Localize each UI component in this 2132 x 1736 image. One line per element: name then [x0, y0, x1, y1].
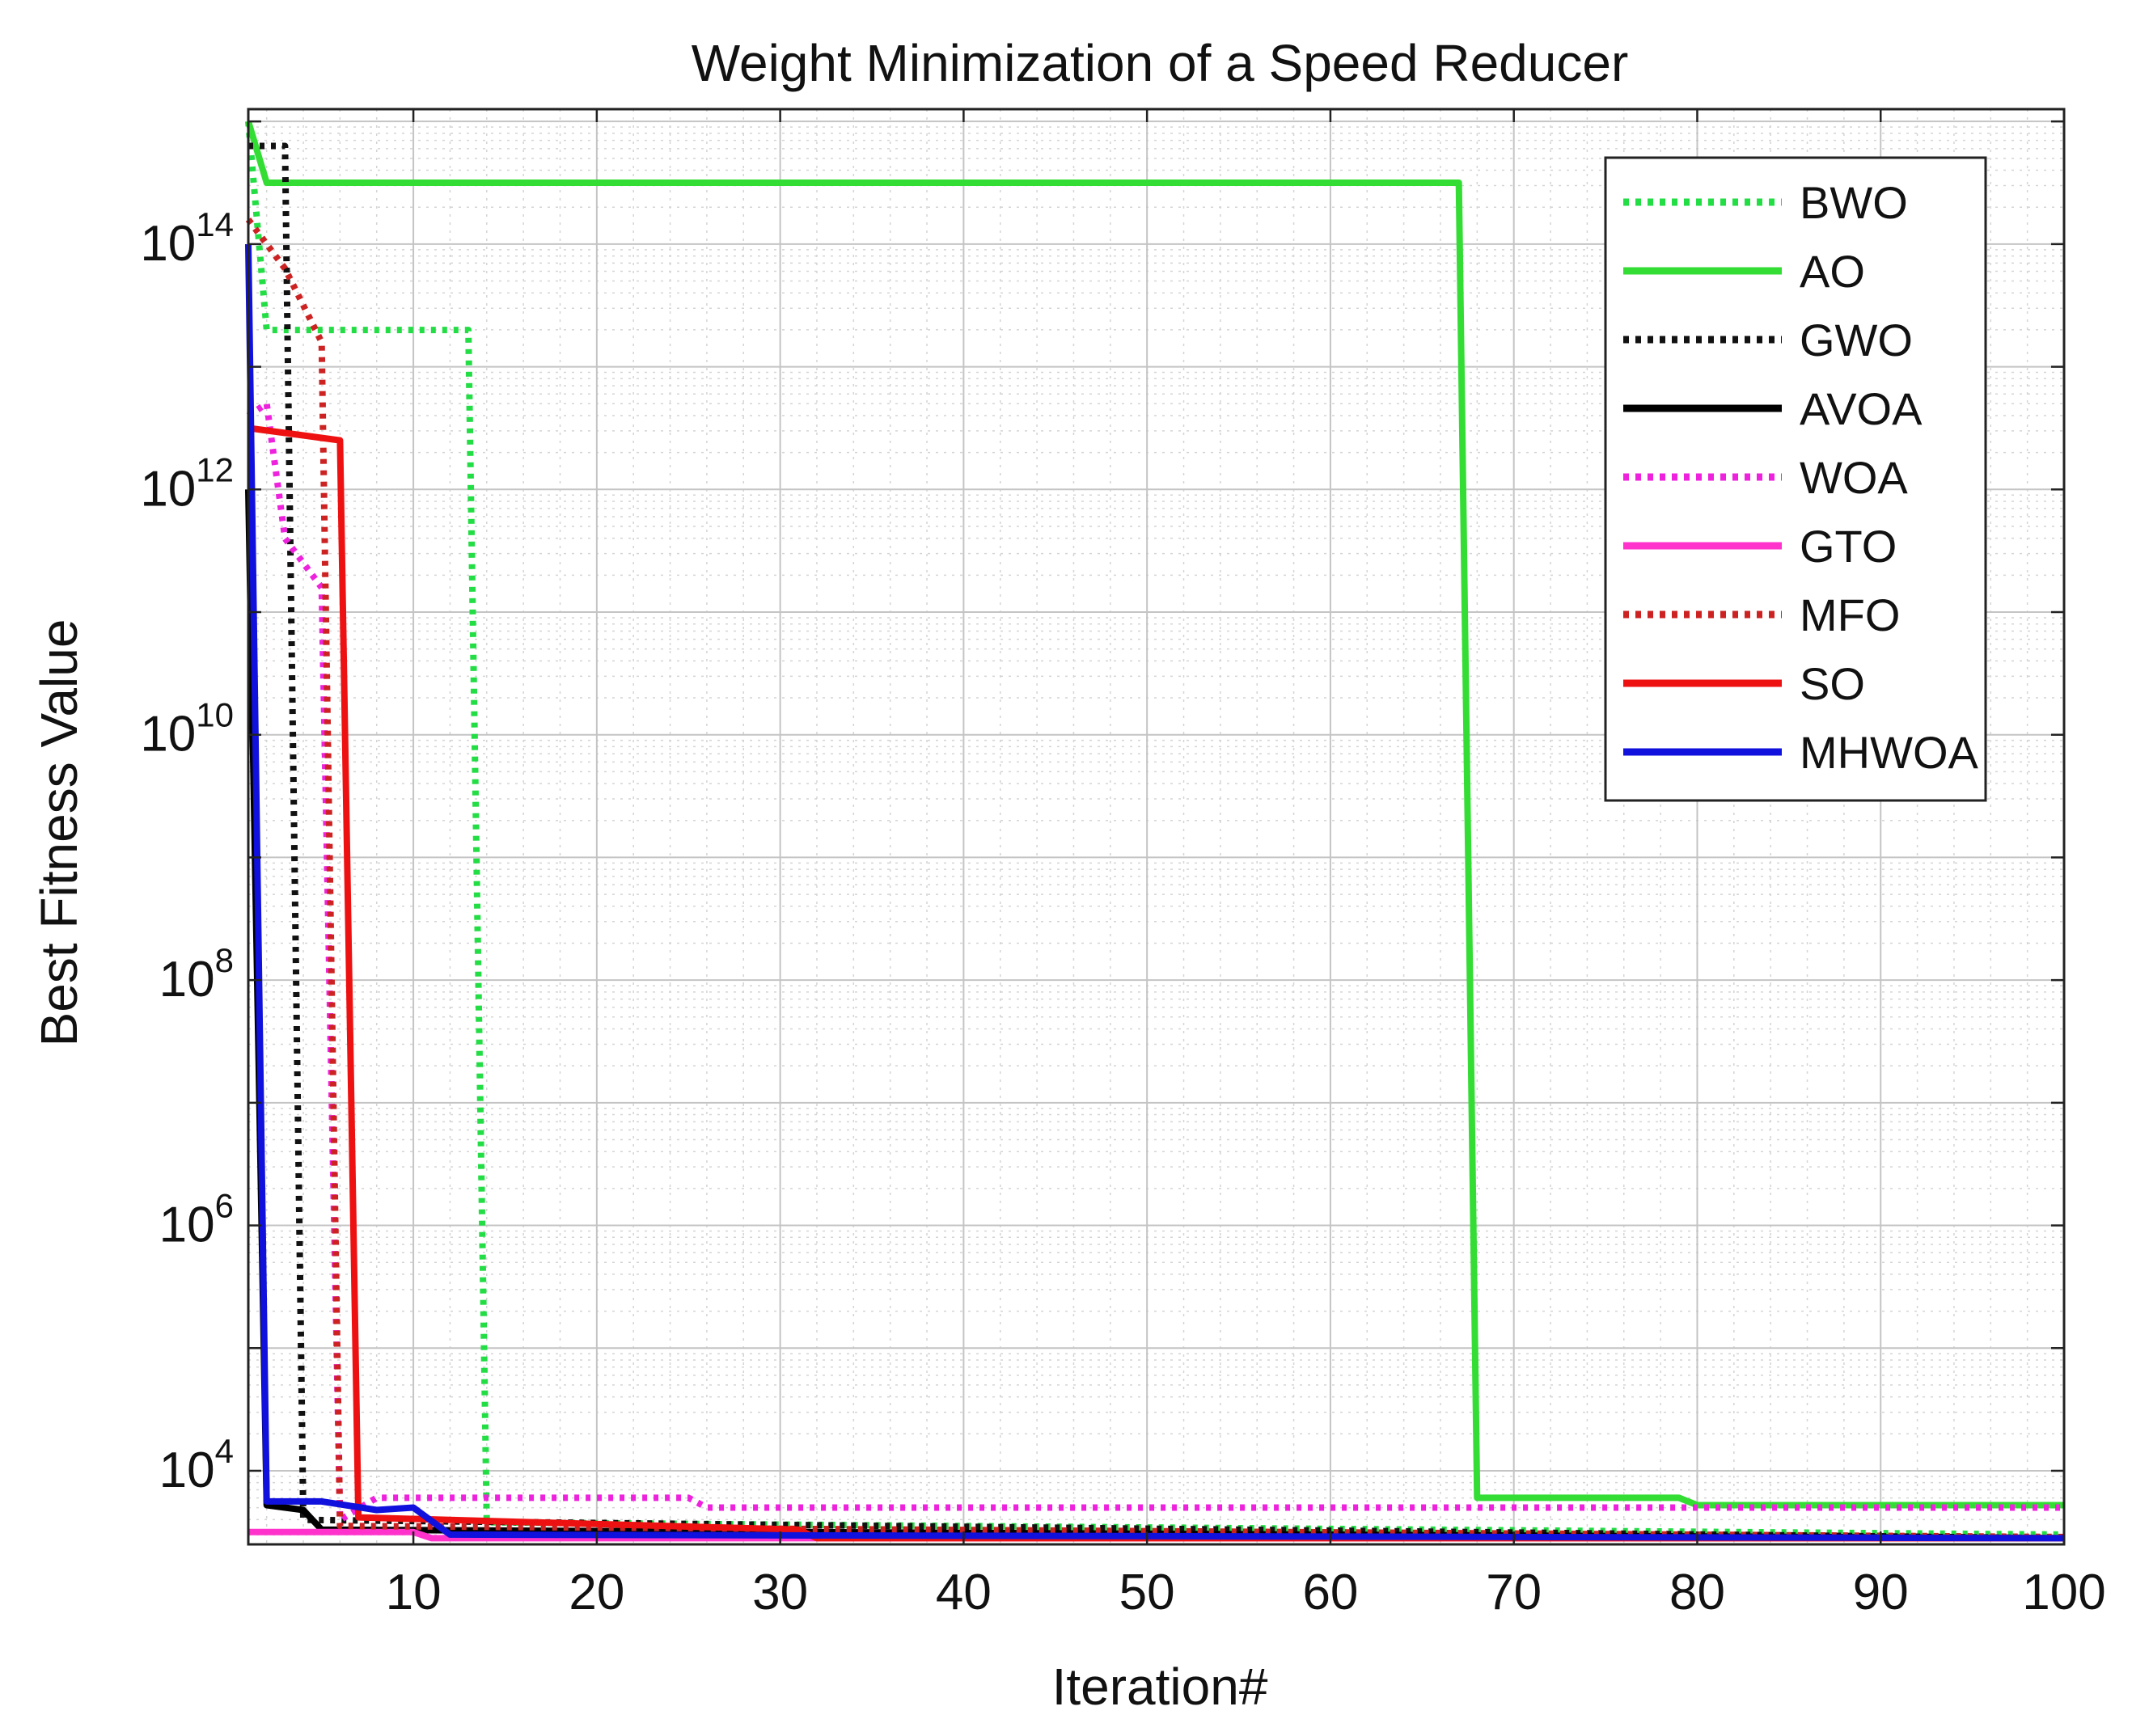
legend-label-woa: WOA — [1800, 452, 1908, 503]
legend-label-bwo: BWO — [1800, 177, 1908, 228]
legend-label-gwo: GWO — [1800, 315, 1913, 365]
x-tick-label: 30 — [752, 1565, 808, 1620]
chart-title: Weight Minimization of a Speed Reducer — [692, 34, 1629, 92]
y-axis: 104 106 108 1010 1012 1014 — [140, 120, 2064, 1498]
grid-major — [248, 109, 2064, 1544]
series-line-mfo — [245, 218, 2065, 1540]
series-line-mhwoa — [245, 243, 2065, 1542]
grid-minor — [248, 109, 2064, 1544]
x-tick-label: 50 — [1119, 1565, 1175, 1620]
y-tick-label: 108 — [159, 941, 234, 1007]
legend-label-gto: GTO — [1800, 521, 1897, 572]
legend: BWO AO GWO AVOA WOA GTO MFO SO MHWOA — [1604, 156, 1987, 802]
x-tick-label: 10 — [386, 1565, 442, 1620]
x-tick-label: 70 — [1486, 1565, 1542, 1620]
y-tick-label: 1010 — [140, 696, 234, 762]
x-tick-label: 20 — [569, 1565, 624, 1620]
legend-label-mfo: MFO — [1800, 589, 1900, 640]
series-layer — [245, 120, 2065, 1542]
x-tick-label: 80 — [1669, 1565, 1725, 1620]
legend-label-mhwoa: MHWOA — [1800, 727, 1979, 778]
legend-label-ao: AO — [1800, 246, 1865, 297]
y-tick-label: 1012 — [140, 450, 234, 517]
x-axis-label: Iteration# — [1052, 1658, 1268, 1716]
x-tick-label: 60 — [1302, 1565, 1358, 1620]
legend-label-so: SO — [1800, 658, 1865, 709]
series-line-woa — [246, 400, 2064, 1523]
y-tick-label: 106 — [159, 1187, 234, 1253]
y-tick-label: 104 — [159, 1432, 234, 1498]
y-axis-label: Best Fitness Value — [30, 619, 88, 1047]
x-tick-label: 100 — [2022, 1565, 2105, 1620]
y-tick-label: 1014 — [140, 205, 234, 272]
legend-label-avoa: AVOA — [1800, 383, 1923, 434]
x-tick-label: 90 — [1853, 1565, 1909, 1620]
plot-frame — [247, 108, 2066, 1546]
x-tick-label: 40 — [936, 1565, 992, 1620]
legend-box — [1604, 156, 1987, 802]
x-axis: 10 20 30 40 50 60 70 80 90 100 — [386, 109, 2106, 1620]
series-line-gwo — [248, 142, 2065, 1542]
